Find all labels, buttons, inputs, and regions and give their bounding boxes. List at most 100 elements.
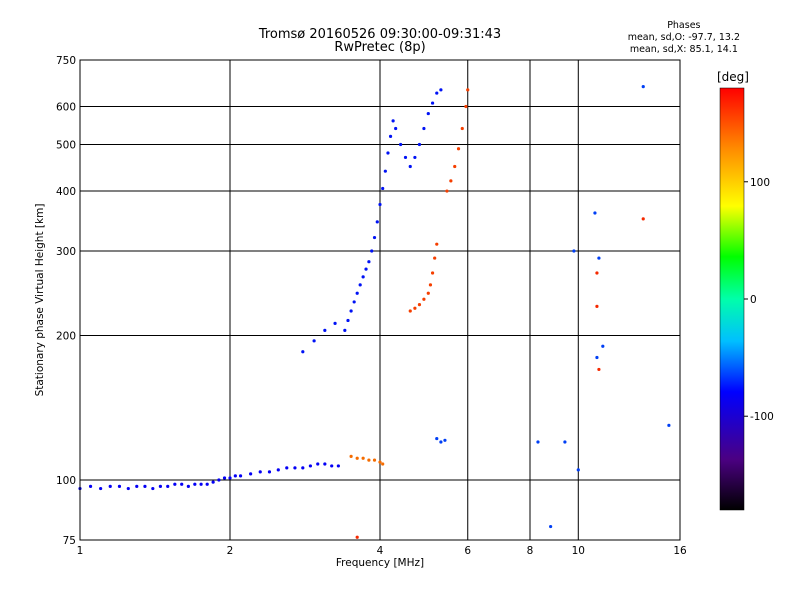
data-point <box>372 458 377 462</box>
data-point <box>408 309 412 313</box>
series-scattered-echoes <box>435 85 671 529</box>
data-point <box>372 235 377 240</box>
data-point <box>466 88 470 92</box>
data-point <box>426 291 430 295</box>
y-tick-label: 500 <box>56 140 76 152</box>
data-point <box>391 119 395 123</box>
phase-legend-x-mode: mean, sd,X: 85.1, 14.1 <box>629 44 738 55</box>
data-point <box>333 321 337 325</box>
data-point <box>375 220 379 224</box>
colorbar-tick-label: -100 <box>750 411 774 423</box>
data-point <box>433 256 437 260</box>
data-point <box>301 350 305 354</box>
data-point <box>641 217 645 221</box>
data-point <box>456 147 461 151</box>
data-point <box>312 339 316 343</box>
y-tick-label: 75 <box>63 535 76 547</box>
data-point <box>417 302 422 307</box>
colorbar-unit: [deg] <box>717 70 749 84</box>
data-point <box>367 458 371 462</box>
y-tick-label: 300 <box>56 246 76 258</box>
series-f-layer-trace-x-mode- <box>408 88 470 313</box>
data-point <box>117 484 122 488</box>
data-point <box>358 283 362 287</box>
data-point <box>593 211 597 215</box>
data-point <box>238 474 243 478</box>
phase-legend-o-mode: mean, sd,O: -97.7, 13.2 <box>627 32 740 43</box>
data-point <box>323 462 327 466</box>
data-point <box>399 142 403 147</box>
data-point <box>233 474 237 478</box>
data-point <box>193 482 197 486</box>
phase-legend: Phases mean, sd,O: -97.7, 13.2 mean, sd,… <box>628 20 740 56</box>
data-point <box>349 454 353 459</box>
data-point <box>595 304 599 309</box>
data-point <box>381 186 385 191</box>
data-point <box>222 476 227 480</box>
data-point <box>595 271 599 275</box>
data-point <box>449 179 453 183</box>
data-point <box>323 328 327 332</box>
data-point <box>126 486 130 491</box>
series-scattered-echoes-x- <box>355 217 645 539</box>
data-point <box>388 134 393 138</box>
y-tick-label: 100 <box>56 475 76 487</box>
data-point <box>386 151 390 155</box>
x-tick-label: 8 <box>527 545 534 557</box>
data-point <box>597 367 601 372</box>
data-point <box>422 297 426 301</box>
data-point <box>435 436 439 441</box>
x-axis-label: Frequency [MHz] <box>335 557 425 569</box>
data-point <box>346 318 350 323</box>
data-point <box>428 283 433 287</box>
colorbar-tick-label: 0 <box>750 294 757 306</box>
data-point <box>394 126 398 131</box>
grid-layer <box>80 60 680 540</box>
phase-legend-heading: Phases <box>667 20 701 31</box>
data-point <box>381 462 385 466</box>
data-point <box>563 440 567 444</box>
data-point <box>453 164 457 169</box>
colorbar-ticks: 100 0 -100 <box>744 177 774 423</box>
data-point <box>293 466 297 470</box>
data-point <box>667 423 671 427</box>
data-point <box>370 249 374 253</box>
data-point <box>158 484 163 488</box>
x-tick-label: 1 <box>77 545 84 557</box>
data-point <box>361 275 365 279</box>
data-point <box>355 456 359 460</box>
data-point <box>576 468 580 472</box>
data-point <box>199 482 203 486</box>
data-point <box>316 462 320 466</box>
series-e-layer-cusp-x-mode- <box>349 454 385 466</box>
data-point <box>285 466 289 470</box>
data-point <box>413 306 417 310</box>
data-point <box>460 126 464 131</box>
data-point <box>422 126 426 131</box>
data-point <box>572 249 576 253</box>
data-point <box>228 476 232 480</box>
data-points-layer <box>78 85 671 539</box>
data-point <box>211 480 215 484</box>
data-point <box>443 438 447 442</box>
y-tick-label: 600 <box>56 102 76 114</box>
data-point <box>258 470 262 474</box>
data-point <box>439 440 443 444</box>
data-point <box>143 484 147 488</box>
data-point <box>151 486 155 491</box>
data-point <box>352 300 356 304</box>
data-point <box>408 164 412 169</box>
data-point <box>205 482 209 486</box>
x-tick-label: 16 <box>673 545 687 557</box>
x-tick-label: 6 <box>464 545 471 557</box>
data-point <box>435 91 439 95</box>
data-point <box>378 202 382 207</box>
data-point <box>217 478 221 482</box>
data-point <box>601 344 605 348</box>
data-point <box>361 456 365 460</box>
data-point <box>249 472 253 476</box>
y-axis-label: Stationary phase Virtual Height [km] <box>34 203 46 397</box>
colorbar-tick-label: 100 <box>750 177 770 189</box>
data-point <box>355 535 359 539</box>
